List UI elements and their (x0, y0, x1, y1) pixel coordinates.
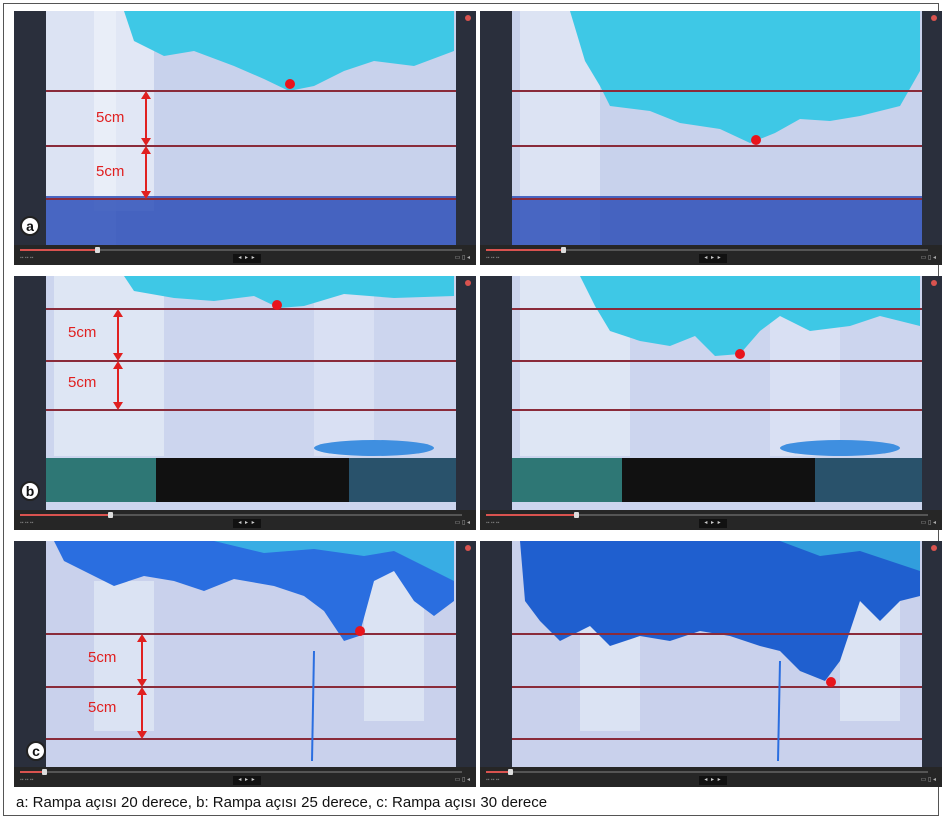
scene-image (14, 276, 476, 510)
play-controls-icon[interactable]: ◂ ▸ ▸ (699, 254, 727, 263)
scene-image (480, 11, 942, 245)
measure-label-upper: 5cm (96, 109, 125, 126)
play-controls-icon[interactable]: ◂ ▸ ▸ (233, 519, 261, 528)
time-readout: ▪▪ ▪▪ ▪▪ (486, 255, 500, 261)
volume-icon[interactable]: ▭ ▯ ◂ (454, 777, 470, 783)
progress-bar[interactable] (20, 769, 462, 775)
close-dot-icon[interactable] (931, 280, 937, 286)
play-controls-icon[interactable]: ◂ ▸ ▸ (699, 519, 727, 528)
play-controls-icon[interactable]: ◂ ▸ ▸ (233, 776, 261, 785)
measure-label-lower: 5cm (68, 374, 97, 391)
volume-icon[interactable]: ▭ ▯ ◂ (920, 255, 936, 261)
video-panel-b-left: 5cm 5cm b ▪▪ ▪▪ ▪▪ ◂ ▸ ▸ ▭ ▯ ◂ (14, 276, 476, 530)
play-controls-icon[interactable]: ◂ ▸ ▸ (699, 776, 727, 785)
video-controls: ▪▪ ▪▪ ▪▪ ◂ ▸ ▸ ▭ ▯ ◂ (14, 245, 476, 265)
volume-icon[interactable]: ▭ ▯ ◂ (454, 255, 470, 261)
scene-image (480, 276, 942, 510)
close-dot-icon[interactable] (931, 15, 937, 21)
row-letter-a: a (20, 216, 40, 236)
measure-label-upper: 5cm (68, 324, 97, 341)
video-controls: ▪▪ ▪▪ ▪▪ ◂ ▸ ▸ ▭ ▯ ◂ (14, 767, 476, 787)
time-readout: ▪▪ ▪▪ ▪▪ (20, 777, 34, 783)
video-controls: ▪▪ ▪▪ ▪▪ ◂ ▸ ▸ ▭ ▯ ◂ (480, 245, 942, 265)
progress-bar[interactable] (486, 769, 928, 775)
video-controls: ▪▪ ▪▪ ▪▪ ◂ ▸ ▸ ▭ ▯ ◂ (14, 510, 476, 530)
video-panel-c-right: ▪▪ ▪▪ ▪▪ ◂ ▸ ▸ ▭ ▯ ◂ (480, 541, 942, 787)
video-controls: ▪▪ ▪▪ ▪▪ ◂ ▸ ▸ ▭ ▯ ◂ (480, 510, 942, 530)
progress-bar[interactable] (20, 247, 462, 253)
figure-caption: a: Rampa açısı 20 derece, b: Rampa açısı… (16, 794, 548, 811)
progress-bar[interactable] (20, 512, 462, 518)
volume-icon[interactable]: ▭ ▯ ◂ (920, 777, 936, 783)
video-panel-a-right: ▪▪ ▪▪ ▪▪ ◂ ▸ ▸ ▭ ▯ ◂ (480, 11, 942, 265)
video-panel-a-left: 5cm 5cm a ▪▪ ▪▪ ▪▪ ◂ ▸ ▸ ▭ ▯ ◂ (14, 11, 476, 265)
progress-bar[interactable] (486, 247, 928, 253)
video-controls: ▪▪ ▪▪ ▪▪ ◂ ▸ ▸ ▭ ▯ ◂ (480, 767, 942, 787)
video-panel-b-right: ▪▪ ▪▪ ▪▪ ◂ ▸ ▸ ▭ ▯ ◂ (480, 276, 942, 530)
close-dot-icon[interactable] (931, 545, 937, 551)
video-panel-c-left: 5cm 5cm c ▪▪ ▪▪ ▪▪ ◂ ▸ ▸ ▭ ▯ ◂ (14, 541, 476, 787)
close-dot-icon[interactable] (465, 280, 471, 286)
scene-image (480, 541, 942, 767)
measure-label-lower: 5cm (88, 699, 117, 716)
time-readout: ▪▪ ▪▪ ▪▪ (486, 520, 500, 526)
row-letter-c: c (26, 741, 46, 761)
scene-image (14, 11, 476, 245)
measure-label-lower: 5cm (96, 163, 125, 180)
time-readout: ▪▪ ▪▪ ▪▪ (486, 777, 500, 783)
progress-bar[interactable] (486, 512, 928, 518)
row-letter-b: b (20, 481, 40, 501)
figure-frame: 5cm 5cm a ▪▪ ▪▪ ▪▪ ◂ ▸ ▸ ▭ ▯ ◂ (3, 3, 942, 816)
scene-image (14, 541, 476, 767)
volume-icon[interactable]: ▭ ▯ ◂ (920, 520, 936, 526)
measure-label-upper: 5cm (88, 649, 117, 666)
play-controls-icon[interactable]: ◂ ▸ ▸ (233, 254, 261, 263)
close-dot-icon[interactable] (465, 15, 471, 21)
time-readout: ▪▪ ▪▪ ▪▪ (20, 520, 34, 526)
time-readout: ▪▪ ▪▪ ▪▪ (20, 255, 34, 261)
close-dot-icon[interactable] (465, 545, 471, 551)
volume-icon[interactable]: ▭ ▯ ◂ (454, 520, 470, 526)
